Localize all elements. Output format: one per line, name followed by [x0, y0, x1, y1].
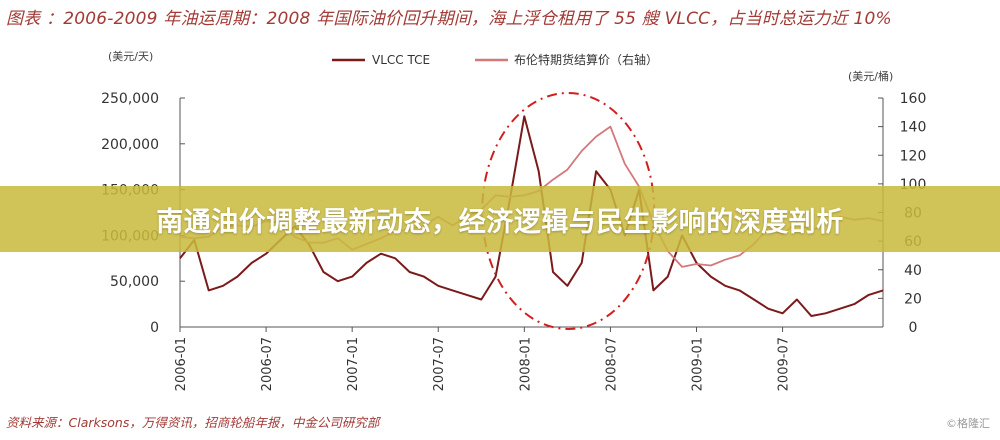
right-tick-label: 120: [900, 148, 927, 164]
right-tick-label: 0: [909, 320, 918, 336]
headline-text: 南通油价调整最新动态，经济逻辑与民生影响的深度剖析: [156, 206, 844, 238]
x-tick-label: 2006-01: [174, 337, 189, 391]
legend: VLCC TCE 布伦特期货结算价（右轴）: [332, 52, 658, 67]
right-tick-label: 40: [904, 263, 922, 279]
chart-caption: 图表 ：2006-2009 年油运周期：2008 年国际油价回升期间，海上浮仓租…: [6, 9, 892, 29]
right-axis-unit: (美元/桶): [848, 69, 893, 83]
x-tick-label: 2009-07: [777, 337, 792, 391]
x-tick-label: 2008-07: [604, 337, 619, 391]
left-tick-label: 0: [150, 320, 159, 336]
left-axis-unit: (美元/天): [108, 50, 153, 63]
left-tick-label: 200,000: [101, 137, 159, 153]
right-tick-label: 140: [900, 120, 927, 136]
x-tick-label: 2006-07: [260, 337, 275, 391]
x-tick-label: 2009-01: [690, 337, 705, 391]
headline-banner: 南通油价调整最新动态，经济逻辑与民生影响的深度剖析: [0, 186, 1000, 252]
x-tick-label: 2007-01: [346, 337, 361, 391]
legend-label-tce: VLCC TCE: [372, 53, 430, 67]
right-tick-label: 160: [900, 91, 927, 107]
watermark: ©格隆汇: [946, 417, 990, 430]
legend-label-brent: 布伦特期货结算价（右轴）: [514, 52, 658, 67]
x-tick-label: 2008-01: [518, 337, 533, 391]
left-tick-label: 50,000: [110, 274, 159, 290]
x-tick-label: 2007-07: [432, 337, 447, 391]
left-tick-label: 250,000: [101, 91, 159, 107]
source-note: 资料来源：Clarksons，万得资讯，招商轮船年报，中金公司研究部: [6, 415, 380, 430]
right-tick-label: 20: [904, 291, 922, 307]
